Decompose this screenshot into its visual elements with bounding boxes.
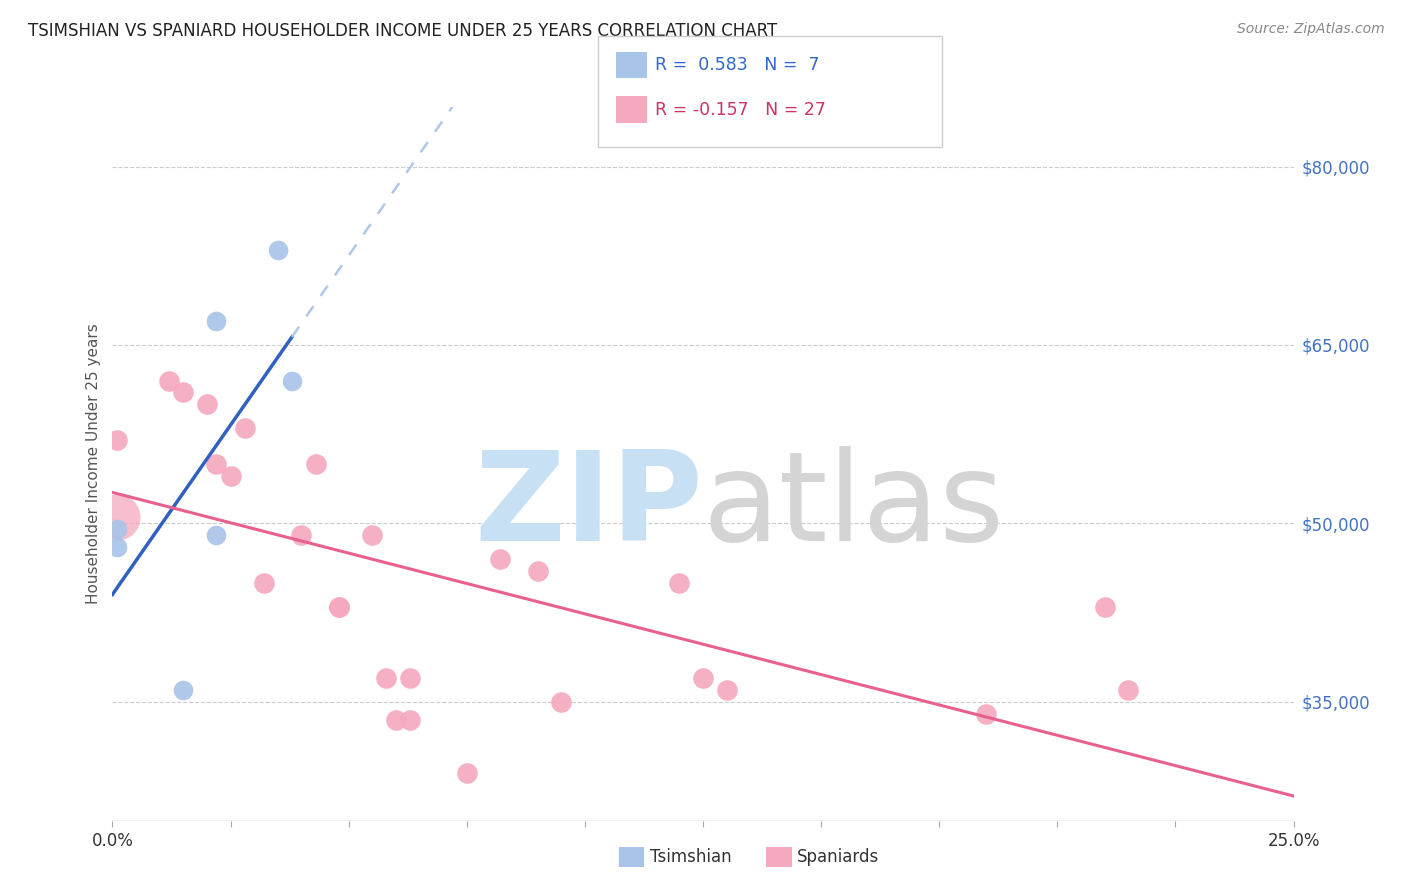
Text: Tsimshian: Tsimshian (650, 848, 731, 866)
Point (267, 243, 290, 257)
Point (105, 510, 128, 524)
Point (692, 671, 714, 685)
Point (456, 766, 478, 780)
Point (328, 599, 350, 614)
Point (172, 682, 194, 697)
Point (1094, 599, 1116, 614)
Point (205, 528, 228, 542)
Point (105, 540, 128, 554)
Y-axis label: Householder Income Under 25 years: Householder Income Under 25 years (86, 324, 101, 604)
Point (716, 682, 738, 697)
Text: Spaniards: Spaniards (797, 848, 879, 866)
Point (253, 575, 276, 590)
Text: ZIP: ZIP (474, 446, 703, 567)
Text: R =  0.583   N =  7: R = 0.583 N = 7 (655, 56, 820, 74)
Point (668, 575, 690, 590)
Point (205, 314, 228, 328)
Point (157, 374, 180, 388)
Point (328, 599, 350, 614)
Point (105, 522, 128, 536)
Point (290, 528, 312, 542)
Point (205, 457, 228, 471)
Point (172, 385, 194, 400)
Point (1116, 682, 1139, 697)
Text: R = -0.157   N = 27: R = -0.157 N = 27 (655, 101, 827, 119)
Point (375, 671, 398, 685)
Point (233, 421, 256, 435)
Point (550, 695, 572, 709)
Point (361, 528, 384, 542)
Point (976, 706, 998, 721)
Point (526, 564, 548, 578)
Text: Source: ZipAtlas.com: Source: ZipAtlas.com (1237, 22, 1385, 37)
Point (281, 374, 304, 388)
Point (385, 713, 408, 727)
Text: TSIMSHIAN VS SPANIARD HOUSEHOLDER INCOME UNDER 25 YEARS CORRELATION CHART: TSIMSHIAN VS SPANIARD HOUSEHOLDER INCOME… (28, 22, 778, 40)
Point (489, 552, 512, 566)
Text: atlas: atlas (703, 446, 1005, 567)
Point (304, 457, 326, 471)
Point (105, 433, 128, 447)
Point (399, 713, 422, 727)
Point (219, 468, 242, 483)
Point (399, 671, 422, 685)
Point (195, 397, 218, 411)
